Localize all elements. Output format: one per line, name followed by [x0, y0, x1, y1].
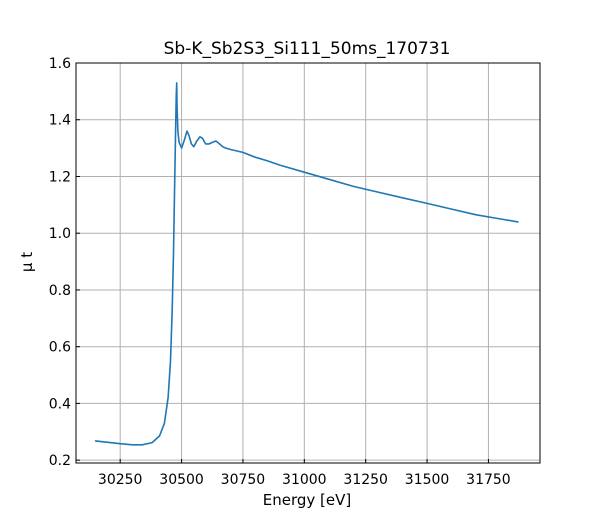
x-tick-label: 31500: [405, 472, 450, 488]
x-tick-label: 30250: [98, 472, 143, 488]
series-line: [94, 82, 519, 446]
tick-labels: 30250 30500 30750 31000 31250 31500 31750 0.2 0.…: [49, 56, 511, 488]
x-tick-label: 31750: [466, 472, 511, 488]
y-tick-label: 0.8: [49, 283, 71, 299]
y-tick-label: 1.6: [49, 56, 71, 72]
plot-frame: [75, 62, 541, 464]
series-layer: [94, 82, 519, 446]
y-tick-label: 1.4: [49, 113, 71, 129]
y-tick-label: 1.0: [49, 226, 71, 242]
grid-lines: [76, 62, 540, 463]
y-tick-label: 0.4: [49, 396, 71, 412]
y-tick-label: 0.2: [49, 453, 71, 469]
chart-title: Sb-K_Sb2S3_Si111_50ms_170731: [164, 39, 451, 59]
y-tick-label: 1.2: [49, 169, 71, 185]
x-axis-label: Energy [eV]: [263, 491, 351, 509]
x-tick-label: 30500: [159, 472, 204, 488]
y-tick-label: 0.6: [49, 340, 71, 356]
x-tick-label: 31250: [343, 472, 388, 488]
x-tick-label: 31000: [282, 472, 327, 488]
tick-marks: [76, 62, 489, 463]
x-tick-label: 30750: [221, 472, 266, 488]
y-axis-label: μ t: [18, 252, 36, 272]
